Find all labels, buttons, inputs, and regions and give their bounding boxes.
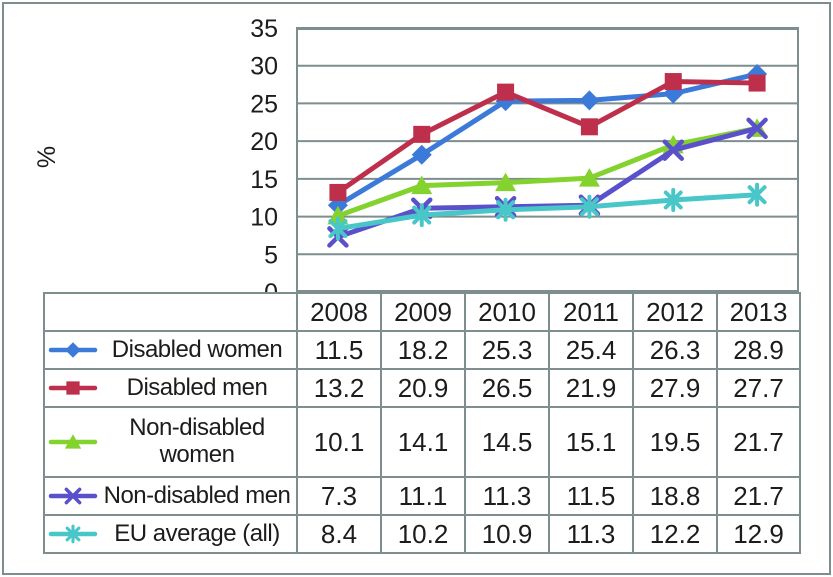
value-cell: 25.3 <box>464 330 550 370</box>
value-cell: 12.2 <box>632 514 718 554</box>
data-table: 2008 2009 2010 2011 2012 2013 Disabled w… <box>43 292 801 554</box>
year-header-cell: 2011 <box>548 292 634 332</box>
value-cell: 27.7 <box>716 368 801 408</box>
data-point-marker <box>580 118 598 136</box>
data-point-marker <box>662 139 684 161</box>
value-cell: 10.9 <box>464 514 550 554</box>
data-point-marker <box>413 125 431 143</box>
series-key-star-icon <box>48 524 98 544</box>
data-point-marker <box>411 144 432 165</box>
value-cell: 7.3 <box>296 476 382 516</box>
year-header-cell: 2009 <box>380 292 466 332</box>
y-axis-title: % <box>33 145 61 169</box>
value-cell: 21.7 <box>716 476 801 516</box>
series-key-diamond-icon <box>48 342 98 358</box>
series-line <box>335 71 760 208</box>
data-point-marker <box>327 205 349 225</box>
table-row-eu-average: EU average (all) 8.4 10.2 10.9 11.3 12.2… <box>43 514 801 554</box>
data-point-marker <box>579 90 600 111</box>
value-cell: 26.3 <box>632 330 718 370</box>
legend-cell: Disabled men <box>43 368 298 408</box>
year-header-cell: 2012 <box>632 292 718 332</box>
legend-cell: Disabled women <box>43 330 298 370</box>
series-label: Non-disabled women <box>129 414 265 468</box>
data-point-marker <box>64 487 82 505</box>
year-header-cell: 2008 <box>296 292 382 332</box>
value-cell: 11.5 <box>296 330 382 370</box>
series-line <box>335 192 760 232</box>
series-key-x-icon <box>48 487 98 505</box>
data-point-marker <box>664 73 682 91</box>
value-cell: 14.5 <box>464 406 550 478</box>
series-line <box>335 125 760 219</box>
value-cell: 11.1 <box>380 476 466 516</box>
legend-cell: Non-disabled women <box>43 406 298 478</box>
data-point-marker <box>497 83 515 101</box>
year-header-cell: 2013 <box>716 292 801 332</box>
value-cell: 25.4 <box>548 330 634 370</box>
value-cell: 10.1 <box>296 406 382 478</box>
value-cell: 11.3 <box>548 514 634 554</box>
value-cell: 21.7 <box>716 406 801 478</box>
value-cell: 11.3 <box>464 476 550 516</box>
data-point-marker <box>66 381 80 395</box>
series-label: Disabled men <box>126 373 268 401</box>
value-cell: 18.2 <box>380 330 466 370</box>
y-axis-tick-label: 15 <box>250 166 278 194</box>
value-cell: 15.1 <box>548 406 634 478</box>
value-cell: 27.9 <box>632 368 718 408</box>
series-label: Non-disabled men <box>103 481 291 509</box>
data-point-marker <box>65 342 81 358</box>
legend-cell: EU average (all) <box>43 514 298 554</box>
plot-area-border <box>296 28 799 292</box>
y-axis-tick-label: 30 <box>250 53 278 81</box>
y-axis-tick-label: 20 <box>250 128 278 156</box>
table-row-disabled-women: Disabled women 11.5 18.2 25.3 25.4 26.3 … <box>43 330 801 370</box>
value-cell: 12.9 <box>716 514 801 554</box>
series-key-square-icon <box>48 381 98 395</box>
series-line <box>335 79 760 195</box>
value-cell: 8.4 <box>296 514 382 554</box>
legend-cell: Non-disabled men <box>43 476 298 516</box>
value-cell: 20.9 <box>380 368 466 408</box>
data-point-marker <box>495 172 517 192</box>
table-header-row: 2008 2009 2010 2011 2012 2013 <box>43 292 801 332</box>
y-axis-tick-label: 10 <box>250 204 278 232</box>
value-cell: 21.9 <box>548 368 634 408</box>
y-axis-tick-label: 35 <box>250 15 278 43</box>
data-point-marker <box>411 175 433 195</box>
line-chart-plot-area: 05101520253035 <box>250 15 799 307</box>
table-row-non-disabled-men: Non-disabled men 7.3 11.1 11.3 11.5 18.8… <box>43 476 801 516</box>
legend-corner-spacer <box>43 292 298 332</box>
value-cell: 10.2 <box>380 514 466 554</box>
y-axis-tick-label: 25 <box>250 90 278 118</box>
y-axis-tick-label: 5 <box>264 241 278 269</box>
data-point-marker <box>578 168 600 187</box>
series-label: Disabled women <box>111 335 283 363</box>
value-cell: 13.2 <box>296 368 382 408</box>
value-cell: 19.5 <box>632 406 718 478</box>
year-header-cell: 2010 <box>464 292 550 332</box>
value-cell: 26.5 <box>464 368 550 408</box>
table-row-disabled-men: Disabled men 13.2 20.9 26.5 21.9 27.9 27… <box>43 368 801 408</box>
series-label: EU average (all) <box>114 519 280 547</box>
value-cell: 28.9 <box>716 330 801 370</box>
data-point-marker <box>64 434 82 449</box>
data-point-marker <box>748 74 766 92</box>
value-cell: 14.1 <box>380 406 466 478</box>
series-key-triangle-icon <box>48 434 98 449</box>
data-point-marker <box>329 183 347 201</box>
value-cell: 11.5 <box>548 476 634 516</box>
table-row-non-disabled-women: Non-disabled women 10.1 14.1 14.5 15.1 1… <box>43 406 801 478</box>
data-point-marker <box>746 117 768 140</box>
value-cell: 18.8 <box>632 476 718 516</box>
